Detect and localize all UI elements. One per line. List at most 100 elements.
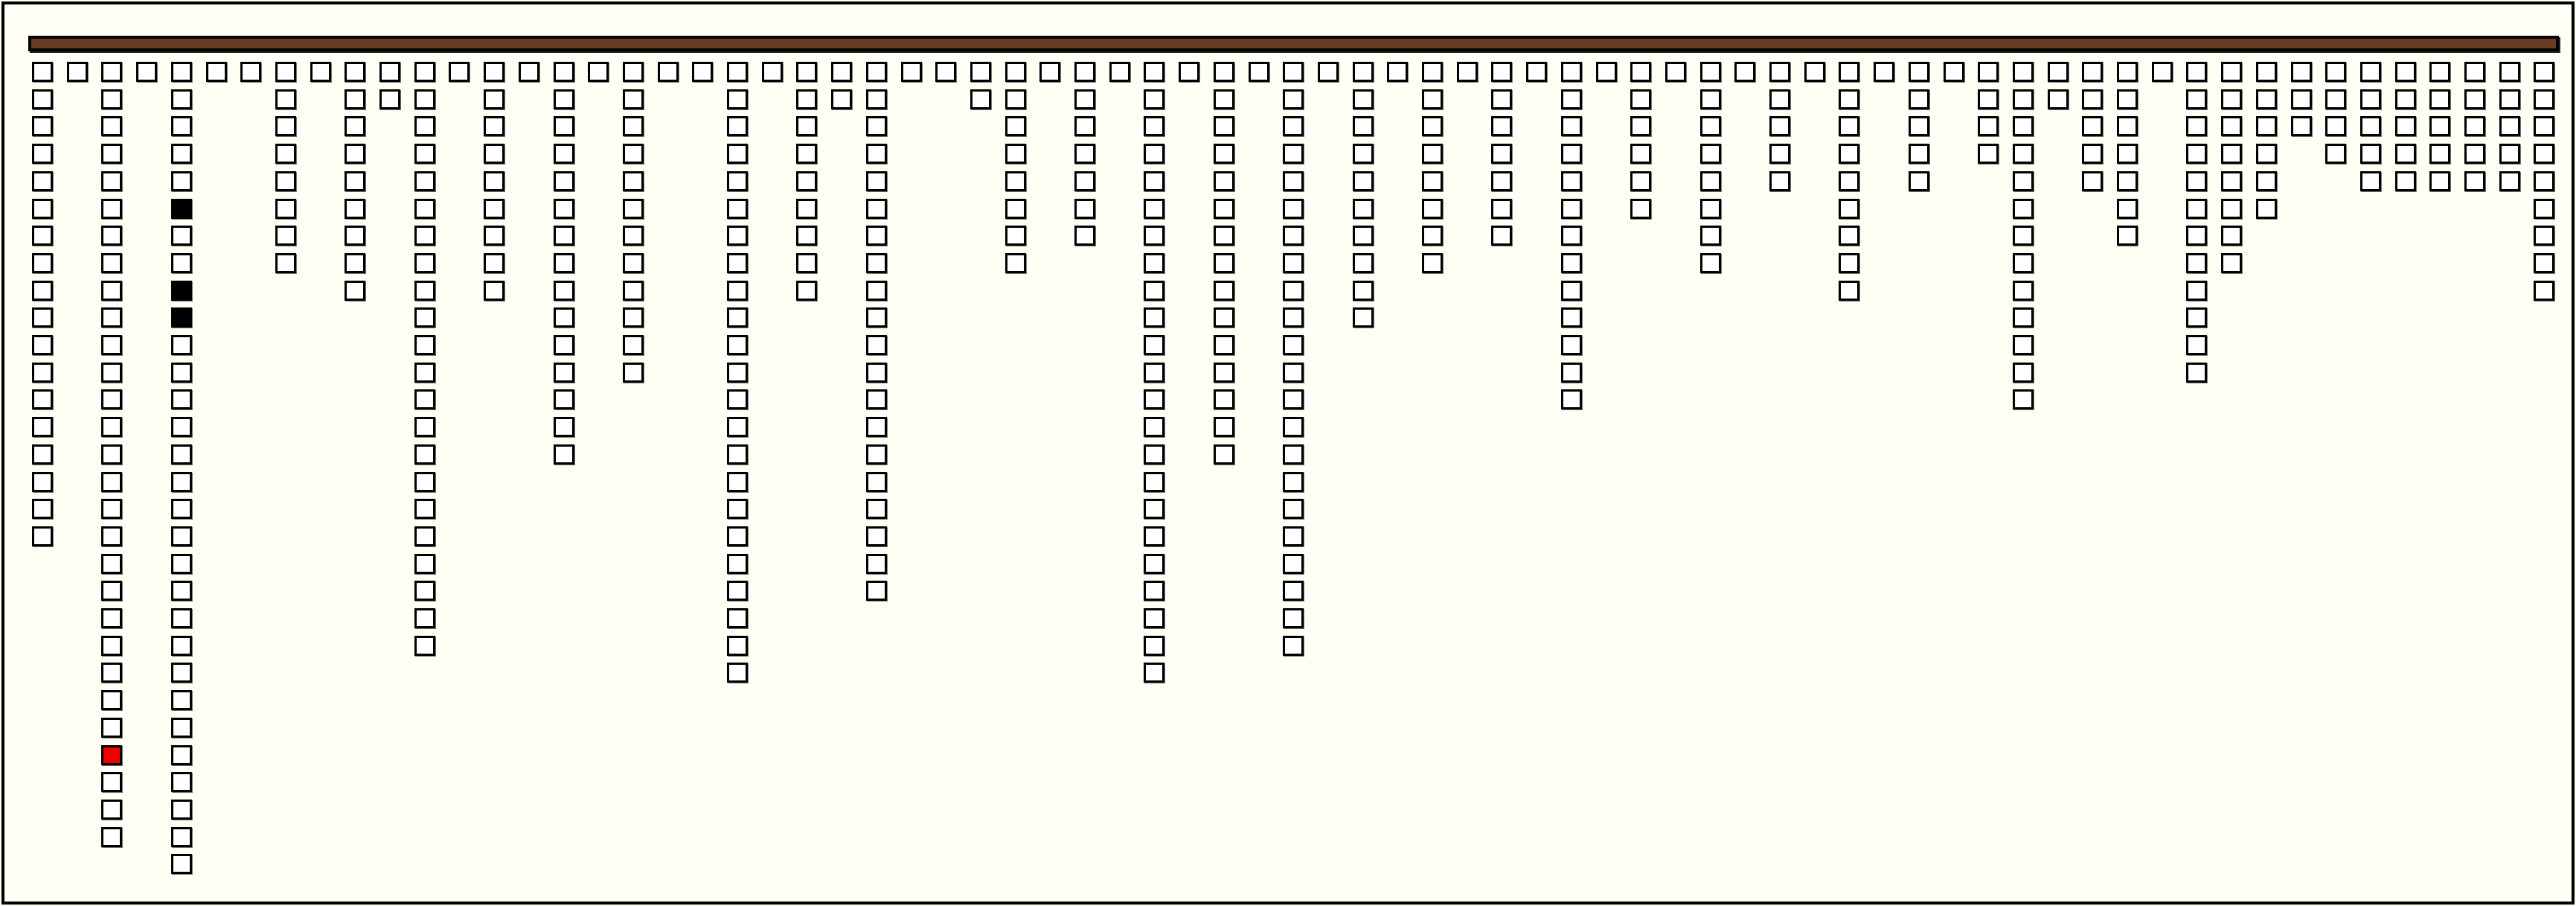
- cell[interactable]: [2464, 89, 2485, 109]
- cell[interactable]: [171, 526, 192, 546]
- cell[interactable]: [1944, 62, 1964, 82]
- cell[interactable]: [2256, 116, 2277, 136]
- cell[interactable]: [1700, 253, 1721, 273]
- cell[interactable]: [275, 226, 296, 246]
- cell[interactable]: [2117, 116, 2138, 136]
- cell[interactable]: [171, 253, 192, 273]
- cell[interactable]: [171, 417, 192, 437]
- cell[interactable]: [2499, 89, 2520, 109]
- cell[interactable]: [866, 171, 887, 191]
- cell[interactable]: [2186, 116, 2207, 136]
- cell[interactable]: [171, 335, 192, 355]
- cell[interactable]: [2221, 253, 2242, 273]
- cell[interactable]: [2082, 144, 2103, 164]
- cell[interactable]: [32, 199, 53, 219]
- cell[interactable]: [554, 62, 574, 82]
- cell[interactable]: [379, 89, 400, 109]
- cell[interactable]: [2360, 62, 2381, 82]
- cell[interactable]: [1839, 62, 1859, 82]
- cell[interactable]: [554, 363, 574, 383]
- cell[interactable]: [345, 226, 365, 246]
- cell[interactable]: [171, 62, 192, 82]
- cell[interactable]: [414, 499, 435, 519]
- cell[interactable]: [171, 718, 192, 738]
- cell[interactable]: [1214, 389, 1234, 409]
- cell[interactable]: [275, 171, 296, 191]
- cell[interactable]: [1561, 281, 1582, 301]
- cell[interactable]: [1283, 554, 1304, 574]
- cell[interactable]: [1144, 526, 1164, 546]
- cell[interactable]: [623, 363, 644, 383]
- cell[interactable]: [1630, 144, 1651, 164]
- cell[interactable]: [379, 62, 400, 82]
- cell[interactable]: [414, 472, 435, 492]
- cell[interactable]: [101, 116, 122, 136]
- cell[interactable]: [1839, 281, 1859, 301]
- cell[interactable]: [1700, 171, 1721, 191]
- cell[interactable]: [2499, 62, 2520, 82]
- cell[interactable]: [935, 62, 956, 82]
- cell[interactable]: [1144, 636, 1164, 656]
- cell[interactable]: [1283, 363, 1304, 383]
- cell[interactable]: [1839, 226, 1859, 246]
- black-cell[interactable]: [171, 199, 192, 219]
- cell[interactable]: [727, 363, 748, 383]
- cell[interactable]: [1005, 226, 1026, 246]
- cell[interactable]: [484, 199, 504, 219]
- cell[interactable]: [2013, 363, 2034, 383]
- cell[interactable]: [32, 526, 53, 546]
- cell[interactable]: [2013, 226, 2034, 246]
- cell[interactable]: [866, 226, 887, 246]
- cell[interactable]: [1422, 62, 1443, 82]
- cell[interactable]: [727, 499, 748, 519]
- cell[interactable]: [1561, 144, 1582, 164]
- cell[interactable]: [1144, 62, 1164, 82]
- cell[interactable]: [1074, 116, 1095, 136]
- cell[interactable]: [1909, 116, 1929, 136]
- cell[interactable]: [484, 89, 504, 109]
- cell[interactable]: [1005, 89, 1026, 109]
- cell[interactable]: [1561, 253, 1582, 273]
- cell[interactable]: [2325, 116, 2346, 136]
- cell[interactable]: [2360, 116, 2381, 136]
- cell[interactable]: [414, 116, 435, 136]
- cell[interactable]: [32, 417, 53, 437]
- cell[interactable]: [2013, 335, 2034, 355]
- cell[interactable]: [901, 62, 922, 82]
- cell[interactable]: [1214, 253, 1234, 273]
- cell[interactable]: [484, 226, 504, 246]
- cell[interactable]: [171, 772, 192, 792]
- cell[interactable]: [1457, 62, 1478, 82]
- cell[interactable]: [2117, 199, 2138, 219]
- cell[interactable]: [101, 363, 122, 383]
- cell[interactable]: [2186, 62, 2207, 82]
- cell[interactable]: [1422, 116, 1443, 136]
- cell[interactable]: [484, 62, 504, 82]
- cell[interactable]: [727, 307, 748, 328]
- cell[interactable]: [1214, 89, 1234, 109]
- cell[interactable]: [32, 335, 53, 355]
- cell[interactable]: [1214, 335, 1234, 355]
- cell[interactable]: [1214, 281, 1234, 301]
- cell[interactable]: [2013, 253, 2034, 273]
- cell[interactable]: [171, 800, 192, 820]
- cell[interactable]: [1214, 226, 1234, 246]
- cell[interactable]: [1144, 581, 1164, 601]
- cell[interactable]: [275, 199, 296, 219]
- cell[interactable]: [866, 554, 887, 574]
- cell[interactable]: [1214, 444, 1234, 465]
- cell[interactable]: [866, 253, 887, 273]
- cell[interactable]: [762, 62, 783, 82]
- cell[interactable]: [414, 636, 435, 656]
- cell[interactable]: [2082, 62, 2103, 82]
- cell[interactable]: [1630, 116, 1651, 136]
- cell[interactable]: [2048, 62, 2069, 82]
- cell[interactable]: [310, 62, 331, 82]
- cell[interactable]: [866, 116, 887, 136]
- cell[interactable]: [2186, 171, 2207, 191]
- cell[interactable]: [2395, 171, 2416, 191]
- cell[interactable]: [2013, 116, 2034, 136]
- cell[interactable]: [1144, 444, 1164, 465]
- cell[interactable]: [2186, 199, 2207, 219]
- cell[interactable]: [2013, 171, 2034, 191]
